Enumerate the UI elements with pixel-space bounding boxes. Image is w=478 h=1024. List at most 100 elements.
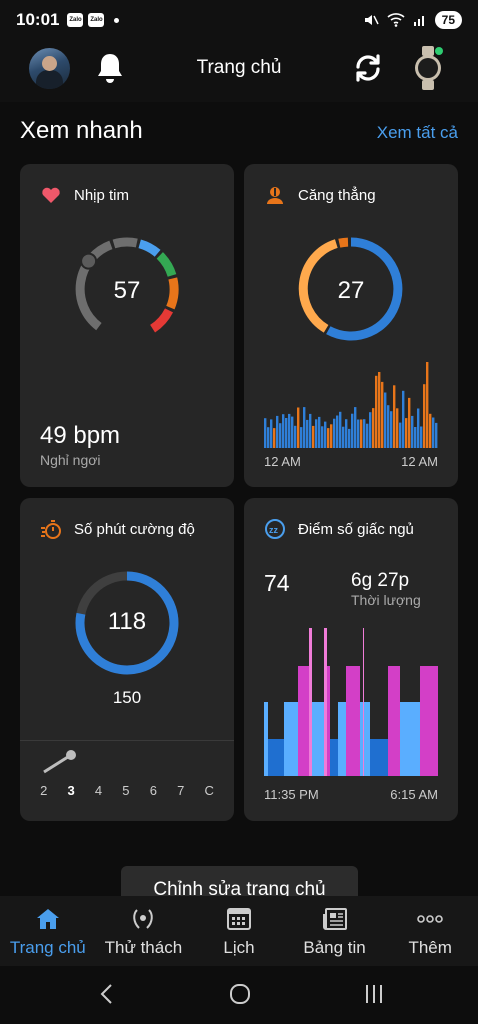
- mute-icon: [364, 15, 379, 25]
- sleep-stage-bar: [400, 702, 420, 776]
- stress-bar: [333, 418, 336, 448]
- system-nav-bar: [0, 966, 478, 1024]
- sleep-stage-bar: [298, 666, 310, 776]
- stress-bar: [336, 415, 339, 448]
- stress-bar: [324, 421, 327, 448]
- section-title: Xem nhanh: [20, 117, 143, 144]
- laurel-icon: [133, 909, 154, 929]
- stress-x-end: 12 AM: [401, 454, 438, 469]
- stress-bar: [342, 426, 345, 448]
- nav-label: Thêm: [408, 938, 452, 957]
- wifi-icon: [387, 13, 405, 27]
- zalo-notification-icon: Zalo: [67, 13, 84, 27]
- sleep-stage-bar: [370, 739, 388, 776]
- weekday-labels: 2 3 4 5 6 7 C: [20, 783, 234, 798]
- stress-bar: [273, 428, 276, 448]
- stress-bar: [423, 384, 426, 448]
- stress-bar: [435, 422, 438, 448]
- nav-item-calendar[interactable]: Lịch: [191, 896, 287, 966]
- sleep-score-card[interactable]: zz Điểm số giấc ngủ 74 6g 27p Thời lượng…: [244, 498, 458, 821]
- stress-card[interactable]: Căng thẳng 27 12 AM 12 AM: [244, 164, 458, 487]
- stress-bar: [366, 423, 369, 448]
- stress-bar: [360, 419, 363, 448]
- sleep-stage-bar: [268, 739, 284, 776]
- stress-bar: [345, 419, 348, 448]
- status-time: 10:01: [16, 10, 60, 29]
- home-circle-icon[interactable]: [228, 982, 252, 1006]
- divider: [20, 740, 234, 741]
- nav-label: Thử thách: [104, 938, 183, 957]
- sync-icon[interactable]: [352, 52, 384, 84]
- stress-bar: [426, 362, 429, 448]
- stress-bar: [429, 413, 432, 448]
- heart-rate-card[interactable]: Nhịp tim 57 49 bpm Nghỉ ngơi: [20, 164, 234, 487]
- card-title: Điểm số giấc ngủ: [298, 520, 414, 538]
- stress-bar: [414, 427, 417, 448]
- nav-label: Bảng tin: [303, 938, 366, 957]
- sleep-stage-bar: [338, 702, 346, 776]
- sleep-stage-bar: [310, 702, 326, 776]
- stress-bar: [318, 416, 321, 448]
- edit-home-button[interactable]: Chỉnh sửa trang chủ: [121, 866, 358, 896]
- stress-bar: [390, 411, 393, 448]
- nav-item-more[interactable]: Thêm: [382, 896, 478, 966]
- sleep-stage-bar: [346, 666, 360, 776]
- stress-bar: [372, 408, 375, 448]
- intensity-minutes-card[interactable]: Số phút cường độ 118 150 2 3 4 5 6 7 C: [20, 498, 234, 821]
- stress-bar: [384, 392, 387, 448]
- stopwatch-icon: [41, 520, 61, 539]
- stress-bar: [351, 413, 354, 448]
- stress-bar: [303, 407, 306, 448]
- stress-bar: [264, 418, 267, 448]
- stress-bar: [357, 419, 360, 448]
- day-label: 2: [40, 783, 48, 798]
- stress-bar: [378, 372, 381, 448]
- stress-bar: [363, 419, 366, 448]
- stress-icon: [267, 187, 283, 204]
- heart-rate-gauge: [75, 237, 179, 333]
- stress-bar: [267, 427, 270, 448]
- stress-bar: [330, 424, 333, 448]
- watch-device-icon[interactable]: [413, 46, 443, 90]
- day-label: 6: [149, 783, 157, 798]
- stress-bar: [285, 418, 288, 448]
- stress-bar: [309, 413, 312, 448]
- bell-icon[interactable]: [94, 51, 126, 85]
- recents-icon[interactable]: [362, 982, 386, 1006]
- page-title: Trang chủ: [196, 57, 282, 78]
- stress-bar: [327, 428, 330, 448]
- stress-bar: [348, 428, 351, 448]
- see-all-link[interactable]: Xem tất cả: [376, 123, 458, 142]
- nav-item-home[interactable]: Trang chủ: [0, 896, 96, 966]
- card-title: Số phút cường độ: [74, 520, 195, 538]
- stress-bar: [270, 419, 273, 448]
- svg-text:zz: zz: [269, 525, 279, 535]
- stress-bar: [420, 426, 423, 448]
- stress-bar: [288, 413, 291, 448]
- stress-bar: [393, 385, 396, 448]
- more-icon: [417, 915, 443, 923]
- stress-bar: [294, 425, 297, 448]
- sleep-stage-bar: [388, 666, 400, 776]
- stress-bar: [297, 407, 300, 448]
- stress-bar: [432, 417, 435, 448]
- back-icon[interactable]: [97, 982, 117, 1006]
- zalo-notification-icon: Zalo: [88, 13, 105, 27]
- stress-bar: [411, 415, 414, 448]
- day-label-active: 3: [67, 783, 75, 798]
- day-label: 5: [122, 783, 130, 798]
- news-icon: [322, 908, 347, 930]
- stress-bar: [396, 408, 399, 448]
- status-bar: 10:01 Zalo Zalo 75: [0, 0, 478, 40]
- stress-bar: [312, 425, 315, 448]
- sleep-icon: zz: [265, 519, 285, 539]
- stress-bar: [399, 422, 402, 448]
- avatar[interactable]: [29, 48, 70, 89]
- day-label: 7: [177, 783, 185, 798]
- stress-chart: [264, 362, 438, 448]
- sleep-x-start: 11:35 PM: [264, 787, 319, 802]
- stress-bar: [387, 405, 390, 448]
- nav-item-challenges[interactable]: Thử thách: [96, 896, 192, 966]
- nav-item-newsfeed[interactable]: Bảng tin: [287, 896, 383, 966]
- sleep-x-end: 6:15 AM: [390, 787, 438, 802]
